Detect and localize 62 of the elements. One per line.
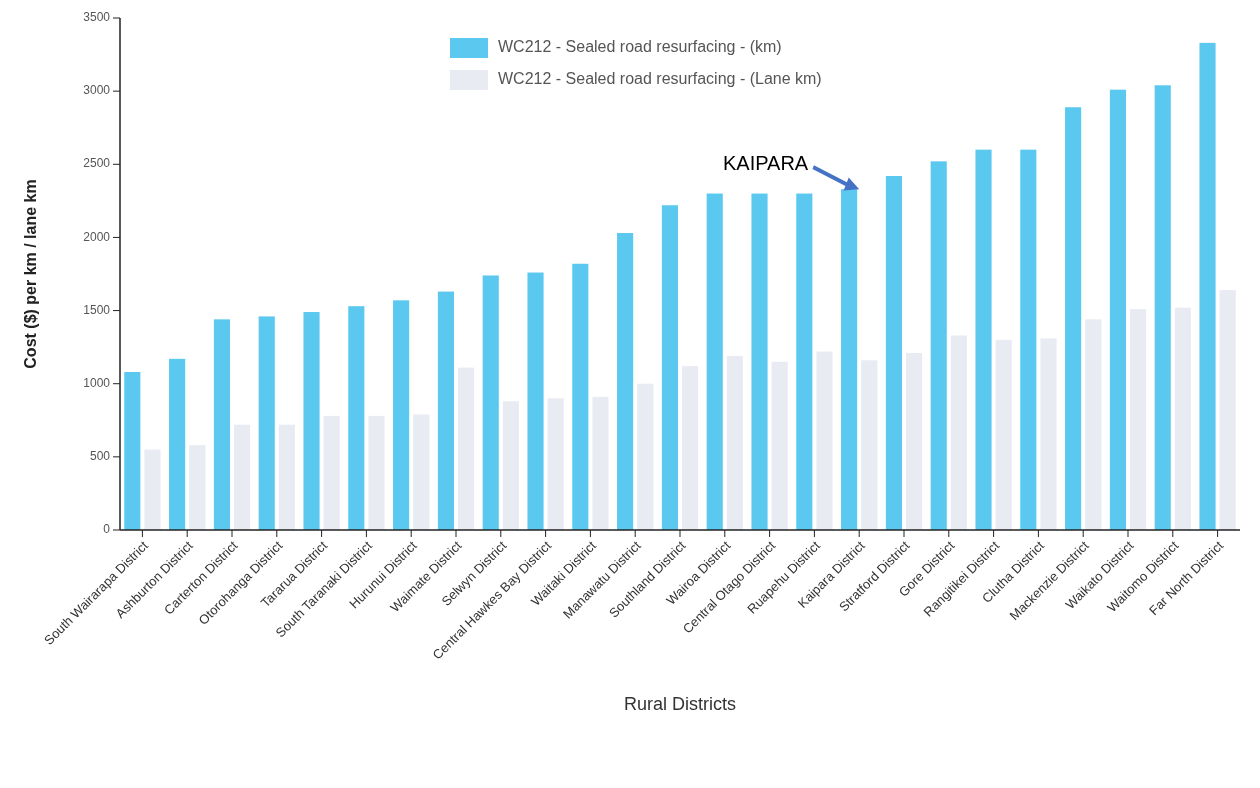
bar bbox=[995, 339, 1012, 530]
bar bbox=[816, 351, 833, 530]
bar bbox=[1085, 319, 1102, 530]
bar bbox=[726, 355, 743, 530]
bar bbox=[706, 193, 723, 530]
bar bbox=[502, 401, 519, 530]
bar bbox=[682, 366, 699, 530]
bar bbox=[1199, 42, 1216, 530]
bar bbox=[1130, 309, 1147, 530]
bar bbox=[771, 361, 788, 530]
bar bbox=[169, 358, 186, 530]
bar bbox=[661, 205, 678, 530]
bar bbox=[617, 233, 634, 530]
y-tick-label: 500 bbox=[89, 449, 111, 464]
y-tick-label: 2500 bbox=[83, 156, 111, 171]
y-tick-label: 1000 bbox=[83, 375, 111, 390]
bar bbox=[124, 372, 141, 530]
bar bbox=[189, 445, 206, 530]
y-tick-label: 0 bbox=[103, 522, 111, 537]
bar bbox=[751, 193, 768, 530]
bar bbox=[637, 383, 654, 530]
x-axis-title: Rural Districts bbox=[623, 694, 737, 714]
legend-label: WC212 - Sealed road resurfacing - (km) bbox=[498, 38, 782, 56]
bar bbox=[144, 449, 161, 530]
bar bbox=[796, 193, 813, 530]
bar bbox=[930, 161, 947, 530]
bar bbox=[348, 306, 365, 530]
bar bbox=[950, 335, 967, 530]
bar bbox=[572, 263, 589, 530]
y-tick-label: 3500 bbox=[83, 10, 111, 25]
bar bbox=[1040, 338, 1057, 530]
bar bbox=[482, 275, 499, 530]
bar bbox=[1219, 290, 1236, 530]
bar bbox=[906, 352, 923, 530]
bar bbox=[592, 396, 609, 530]
y-tick-label: 2000 bbox=[83, 229, 111, 244]
bar bbox=[393, 300, 410, 530]
legend-label: WC212 - Sealed road resurfacing - (Lane km) bbox=[498, 70, 822, 88]
bar bbox=[437, 291, 454, 530]
bar bbox=[1020, 149, 1037, 530]
bar bbox=[258, 316, 275, 530]
bar bbox=[547, 398, 564, 530]
bar bbox=[527, 272, 544, 530]
y-tick-label: 1500 bbox=[83, 302, 111, 317]
bar bbox=[1065, 107, 1082, 530]
bar bbox=[278, 424, 295, 530]
bar bbox=[1154, 85, 1171, 530]
annotation: KAIPARA bbox=[722, 152, 809, 175]
y-tick-label: 3000 bbox=[83, 83, 111, 98]
bar bbox=[1174, 307, 1191, 530]
bar bbox=[1109, 89, 1126, 530]
bar bbox=[975, 149, 992, 530]
bar bbox=[413, 414, 430, 530]
bar bbox=[303, 312, 320, 530]
y-axis-title: Cost ($) per km / lane km bbox=[22, 179, 40, 369]
bar bbox=[861, 360, 878, 530]
bar bbox=[323, 415, 340, 530]
bar bbox=[885, 175, 902, 530]
bar bbox=[458, 367, 475, 530]
bar bbox=[234, 424, 251, 530]
bar bbox=[213, 319, 230, 530]
bar bbox=[368, 415, 385, 530]
